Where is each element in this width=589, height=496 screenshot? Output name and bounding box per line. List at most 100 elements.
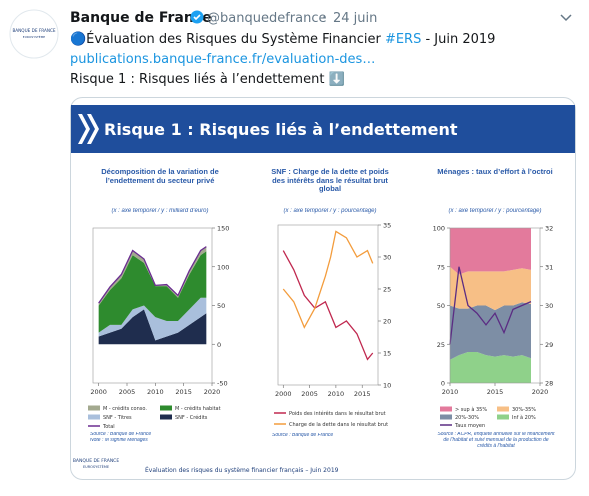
x-tick-label: 2010	[147, 388, 164, 396]
chart-subtitle: (x : axe temporel / y : pourcentage)	[448, 208, 542, 214]
y-tick-label: 15	[383, 350, 391, 358]
area	[450, 302, 531, 360]
tweet-text: 🔵Évaluation des Risques du Système Finan…	[70, 31, 495, 47]
logo-subtext: EUROSYSTÈME	[83, 464, 109, 469]
chart-subtitle: (x : axe temporel / y : milliard d’euro)	[111, 208, 209, 214]
image-card[interactable]	[70, 97, 576, 480]
avatar-subtext: EUROSYSTÈME	[23, 34, 45, 39]
y-tick-label: 50	[217, 302, 225, 310]
area	[450, 228, 531, 275]
line	[282, 250, 374, 361]
x-tick-label: 2015	[487, 388, 504, 396]
chart-source-box: Source : Banque de France	[90, 432, 152, 437]
y-tick-label: 30	[383, 254, 391, 262]
logo-text: BANQUE DE FRANCE	[73, 458, 119, 464]
hashtag[interactable]: #ERS	[385, 32, 421, 47]
y2-tick-label: 29	[545, 341, 553, 349]
chart-source-box: Source : ACPR, enquête annuelle sur le f…	[437, 432, 555, 449]
legend-swatch	[88, 405, 100, 411]
y-tick-label: 0	[441, 380, 445, 388]
chart-source: Source : Banque de France	[90, 432, 152, 437]
avatar-text: BANQUE DE FRANCE	[12, 28, 55, 33]
y-tick-label: 75	[437, 263, 445, 271]
y-tick-label: 0	[217, 341, 221, 349]
legend-label: Poids des intérêts dans le résultat brut	[289, 410, 386, 417]
area	[450, 266, 531, 311]
y-tick-label: 100	[433, 225, 445, 233]
text-part: - Juin 2019	[421, 32, 495, 47]
legend-label: SNF - Crédits	[175, 414, 208, 421]
legend-label: Charge de la dette dans le résultat brut	[289, 421, 388, 428]
chart-source-box: Source : Banque de France	[272, 433, 334, 438]
legend-swatch	[497, 414, 509, 420]
header-title: Risque 1 : Risques liés à l’endettement	[104, 120, 458, 139]
legend-swatch	[88, 414, 100, 420]
chart-title-box: Ménages : taux d’effort à l’octroi	[437, 168, 552, 176]
y-tick-label: 50	[437, 302, 445, 310]
y-tick-label: 100	[217, 263, 229, 271]
y2-tick-label: 32	[545, 225, 553, 233]
line	[98, 246, 207, 304]
legend-label: M - crédits conso.	[103, 405, 147, 412]
x-tick-label: 2015	[354, 390, 371, 398]
legend-label: Taux moyen	[454, 423, 485, 429]
line	[282, 230, 374, 329]
area	[450, 352, 531, 383]
legend-swatch	[160, 405, 172, 411]
chart-source: Source : Banque de France	[272, 433, 334, 438]
legend-swatch	[160, 414, 172, 420]
x-tick-label: 2000	[90, 388, 107, 396]
y-tick-label: 20	[383, 318, 391, 326]
chart-source: Source : ACPR, enquête annuelle sur le f…	[437, 432, 555, 449]
author-name[interactable]: Banque de France	[70, 10, 212, 26]
separator: ·	[322, 11, 326, 26]
x-tick-label: 2010	[442, 388, 459, 396]
legend-label: 20%-30%	[455, 415, 479, 421]
line	[449, 266, 532, 345]
author-handle[interactable]: @banquedefrance	[207, 11, 326, 26]
y-tick-label: 25	[437, 341, 445, 349]
x-tick-label: 2005	[119, 388, 136, 396]
avatar[interactable]	[9, 9, 59, 59]
x-tick-label: 2000	[275, 390, 292, 398]
y-tick-label: 35	[383, 222, 391, 230]
chart-note: Note : M signifie Ménages	[90, 438, 148, 443]
y2-tick-label: 30	[545, 302, 553, 310]
y2-tick-label: 31	[545, 263, 553, 271]
area	[98, 309, 207, 345]
menu-chevron[interactable]	[560, 14, 572, 22]
legend-label: > sup à 35%	[455, 406, 487, 413]
legend-swatch	[440, 406, 452, 412]
x-tick-label: 2020	[532, 388, 549, 396]
legend-label: SNF - Titres	[103, 415, 132, 421]
legend-label: 30%-35%	[512, 407, 536, 413]
y-tick-label: 25	[383, 286, 391, 294]
x-tick-label: 2005	[301, 390, 318, 398]
plot-frame	[277, 224, 379, 386]
y-tick-label: -50	[217, 380, 228, 388]
header-chevrons	[78, 114, 99, 144]
area	[98, 251, 207, 333]
legend-swatch	[440, 414, 452, 420]
x-tick-label: 2010	[328, 390, 345, 398]
y-tick-label: 10	[383, 382, 391, 390]
chart-title-box: SNF : Charge de la dette et poids des in…	[271, 168, 389, 193]
area	[98, 297, 207, 341]
tweet-link[interactable]: publications.banque-france.fr/evaluation…	[70, 52, 375, 67]
tweet-date[interactable]: 24 juin	[333, 11, 377, 26]
chart-subtitle-box: (x : axe temporel / y : pourcentage)	[448, 208, 542, 214]
verified-check	[193, 14, 201, 21]
charts: Décomposition de la variation de l’endet…	[88, 168, 555, 449]
legend-label: Total	[102, 424, 115, 430]
legend-label: Inf à 20%	[512, 414, 536, 421]
y2-tick-label: 28	[545, 380, 553, 388]
tweet-text-line: Risque 1 : Risques liés à l’endettement …	[70, 71, 345, 87]
chart-title: Décomposition de la variation de l’endet…	[101, 168, 219, 185]
x-tick-label: 2015	[175, 388, 192, 396]
text-part: 🔵Évaluation des Risques du Système Finan…	[70, 31, 385, 47]
chart-subtitle-box: (x : axe temporel / y : pourcentage)	[283, 208, 376, 214]
legend-label: M - crédits habitat	[175, 405, 221, 412]
chart-note-box: Note : M signifie Ménages	[90, 438, 148, 443]
